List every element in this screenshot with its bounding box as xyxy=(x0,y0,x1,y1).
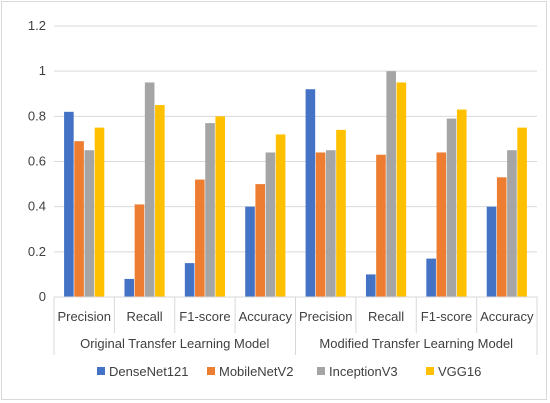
bar xyxy=(507,150,517,297)
x-group-label: Modified Transfer Learning Model xyxy=(319,336,513,351)
y-tick-label: 1 xyxy=(39,63,46,78)
legend-swatch xyxy=(97,367,105,375)
bar xyxy=(205,123,215,297)
bar xyxy=(144,82,155,297)
bar xyxy=(74,141,84,297)
legend: DenseNet121 MobileNetV2 InceptionV3 VGG16 xyxy=(97,364,481,379)
bar xyxy=(195,179,205,297)
bar xyxy=(325,150,336,297)
x-axis xyxy=(53,296,538,355)
bar xyxy=(215,116,226,297)
legend-label: InceptionV3 xyxy=(329,364,398,379)
bar xyxy=(496,177,507,297)
bar xyxy=(124,278,135,297)
bar xyxy=(64,111,74,297)
bar xyxy=(315,152,326,297)
gridlines xyxy=(54,25,537,253)
legend-label: DenseNet121 xyxy=(109,364,189,379)
x-category-label: Accuracy xyxy=(239,309,293,324)
legend-swatch xyxy=(317,367,325,375)
bar xyxy=(365,274,376,297)
bar xyxy=(305,89,316,297)
legend-swatch xyxy=(426,367,434,375)
y-tick-label: 0 xyxy=(39,289,46,304)
x-category-label: Precision xyxy=(57,309,110,324)
bar xyxy=(184,263,195,297)
bar xyxy=(84,150,95,297)
x-category-label: Precision xyxy=(299,309,352,324)
x-category-label: Recall xyxy=(368,309,404,324)
x-group-labels: Original Transfer Learning Model Modified… xyxy=(80,336,513,351)
bar xyxy=(336,129,346,297)
y-tick-label: 0.8 xyxy=(28,108,46,123)
y-axis-ticks: 0 0.2 0.4 0.6 0.8 1 1.2 xyxy=(28,18,46,304)
x-category-labels: Precision Recall F1-score Accuracy Precision… xyxy=(57,309,534,324)
bar xyxy=(486,206,497,297)
bar xyxy=(255,184,266,297)
bar xyxy=(426,258,436,297)
y-tick-label: 1.2 xyxy=(28,18,46,33)
y-tick-label: 0.4 xyxy=(28,199,46,214)
bar xyxy=(376,154,386,297)
x-category-label: Accuracy xyxy=(480,309,534,324)
bar xyxy=(396,82,407,297)
bar xyxy=(446,118,457,297)
bars xyxy=(64,71,527,298)
x-category-label: F1-score xyxy=(179,309,230,324)
bar xyxy=(94,127,105,297)
bar xyxy=(436,152,447,297)
bar xyxy=(155,105,165,298)
bar xyxy=(134,204,145,297)
x-group-label: Original Transfer Learning Model xyxy=(80,336,269,351)
bar xyxy=(456,109,467,297)
legend-label: MobileNetV2 xyxy=(219,364,293,379)
y-tick-label: 0.2 xyxy=(28,244,46,259)
legend-label: VGG16 xyxy=(438,364,481,379)
bar xyxy=(265,152,276,297)
legend-swatch xyxy=(207,367,215,375)
y-tick-label: 0.6 xyxy=(28,154,46,169)
x-category-label: Recall xyxy=(127,309,163,324)
bar xyxy=(245,206,255,297)
bar xyxy=(275,134,286,297)
bar xyxy=(386,71,396,298)
x-category-label: F1-score xyxy=(421,309,472,324)
bar xyxy=(517,127,527,297)
